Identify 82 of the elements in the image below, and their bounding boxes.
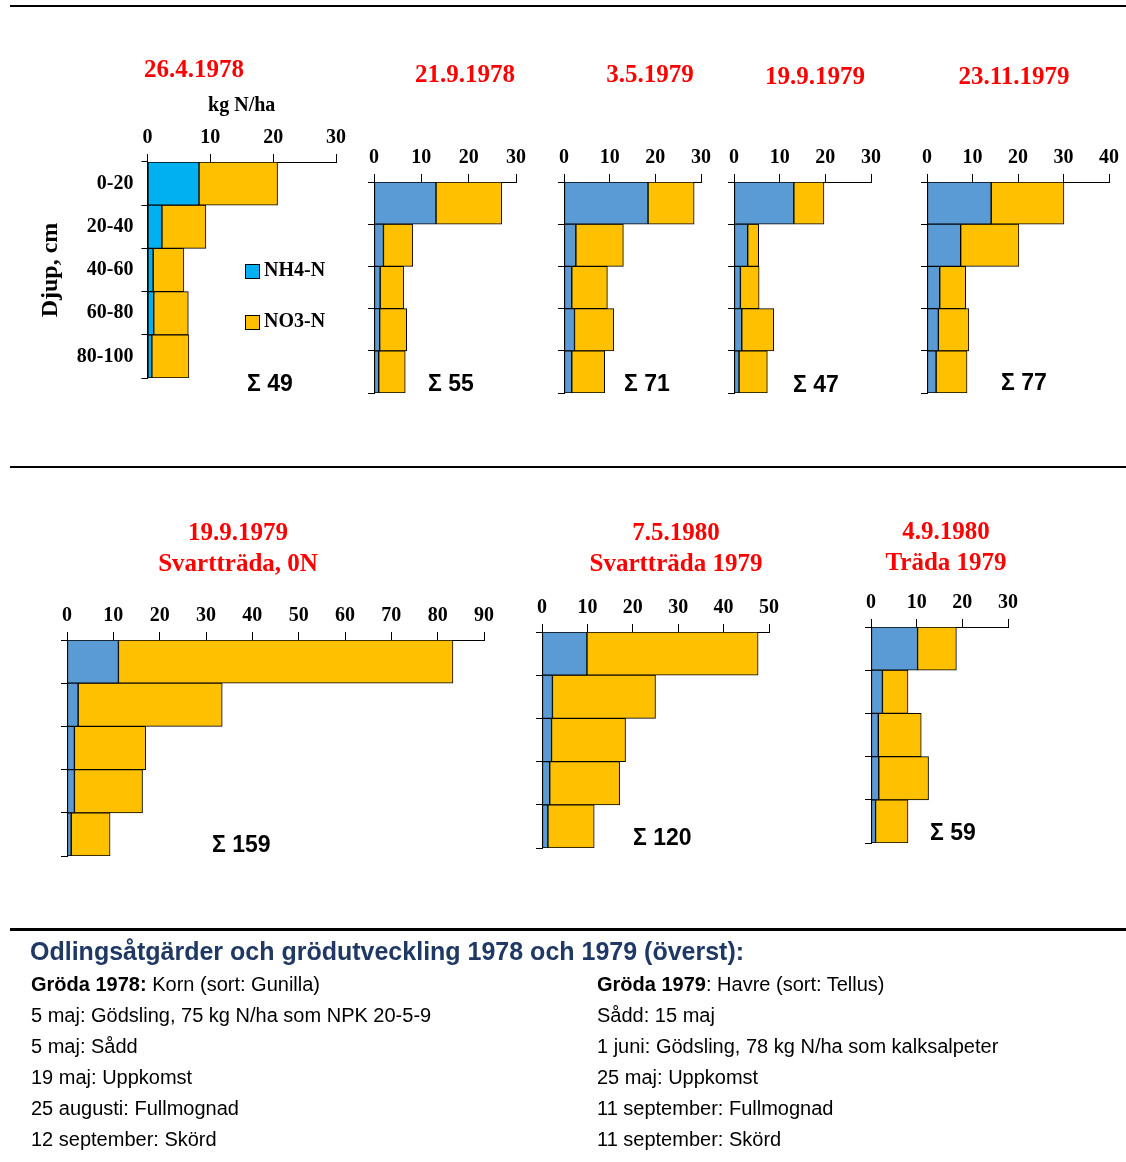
annotation: Σ 77 bbox=[1001, 369, 1047, 396]
text: 25 augusti: Fullmognad bbox=[31, 1096, 240, 1121]
annotation: Σ 71 bbox=[624, 370, 670, 397]
x-tick-label: 10 bbox=[200, 125, 221, 148]
x-tick-label: 20 bbox=[458, 145, 479, 168]
chart-title: 3.5.1979 bbox=[606, 59, 694, 89]
x-tick-label: 70 bbox=[381, 603, 402, 626]
y-tick-label: 80-100 bbox=[76, 343, 134, 366]
x-tick-label: 20 bbox=[1008, 145, 1028, 168]
x-tick-label: 0 bbox=[729, 145, 739, 168]
chart-title: 19.9.1979 bbox=[188, 518, 288, 545]
chart-title: 21.9.1978 bbox=[415, 59, 515, 89]
x-tick-label: 30 bbox=[196, 603, 216, 626]
x-tick-label: 60 bbox=[335, 603, 355, 626]
text: 19 maj: Uppkomst bbox=[31, 1065, 194, 1090]
x-tick-label: 0 bbox=[62, 603, 72, 626]
chart-title: 19.9.1979 bbox=[765, 61, 865, 91]
x-tick-label: 30 bbox=[668, 595, 689, 618]
x-tick-label: 20 bbox=[263, 125, 284, 148]
chart-title: 23.11.1979 bbox=[958, 61, 1070, 91]
text: 12 september: Skörd bbox=[31, 1127, 218, 1152]
text: 25 maj: Uppkomst bbox=[597, 1065, 760, 1090]
x-tick-label: 80 bbox=[427, 603, 448, 626]
chart-title: 26.4.1978 bbox=[144, 54, 244, 84]
x-tick-label: 0 bbox=[922, 145, 932, 168]
x-tick-label: 50 bbox=[288, 603, 309, 626]
x-tick-label: 10 bbox=[103, 603, 124, 626]
text: 5 maj: Gödsling, 75 kg N/ha som NPK 20-5-9 bbox=[31, 1003, 432, 1028]
x-tick-label: 0 bbox=[369, 145, 379, 168]
text: 1 juni: Gödsling, 78 kg N/ha som kalksalpeter bbox=[597, 1034, 999, 1059]
x-tick-label: 50 bbox=[759, 595, 779, 618]
x-tick-label: 10 bbox=[769, 145, 790, 168]
x-tick-label: 40 bbox=[242, 603, 263, 626]
y-tick-label: 40-60 bbox=[86, 257, 134, 280]
legend-label: NO3-N bbox=[263, 309, 326, 332]
text: Gröda 1978: Korn (sort: Gunilla) bbox=[31, 972, 321, 997]
x-tick-label: 0 bbox=[559, 145, 569, 168]
x-tick-label: 40 bbox=[713, 595, 734, 618]
x-tick-label: 90 bbox=[474, 603, 494, 626]
x-tick-label: 10 bbox=[411, 145, 432, 168]
text: Gröda 1979: Havre (sort: Tellus) bbox=[597, 972, 886, 997]
x-tick-label: 30 bbox=[691, 145, 711, 168]
x-tick-label: 10 bbox=[962, 145, 983, 168]
x-tick-label: 40 bbox=[1099, 145, 1119, 168]
chart-title: 4.9.1980 bbox=[902, 517, 990, 544]
x-tick-label: 30 bbox=[998, 590, 1018, 613]
text: Sådd: 15 maj bbox=[597, 1003, 716, 1028]
x-tick-label: 0 bbox=[142, 125, 153, 148]
annotation: Σ 47 bbox=[793, 371, 839, 398]
x-tick-label: 30 bbox=[506, 145, 526, 168]
x-tick-label: 0 bbox=[537, 595, 547, 618]
x-tick-label: 30 bbox=[1053, 145, 1074, 168]
x-tick-label: 0 bbox=[866, 590, 876, 613]
legend-label: NH4-N bbox=[263, 258, 326, 281]
annotation: Σ 59 bbox=[930, 819, 976, 846]
x-tick-label: 20 bbox=[622, 595, 643, 618]
x-tick-label: 30 bbox=[861, 145, 881, 168]
y-axis-title: Djup, cm bbox=[35, 222, 62, 318]
x-tick-label: 10 bbox=[906, 590, 927, 613]
x-tick-label: 10 bbox=[577, 595, 598, 618]
chart-title: 7.5.1980 bbox=[632, 518, 720, 545]
x-axis-title: kg N/ha bbox=[208, 93, 276, 117]
annotation: Σ 49 bbox=[247, 370, 293, 397]
x-tick-label: 30 bbox=[326, 125, 346, 148]
y-tick-label: 0-20 bbox=[96, 170, 134, 193]
x-tick-label: 20 bbox=[645, 145, 666, 168]
y-tick-label: 20-40 bbox=[86, 213, 134, 236]
x-tick-label: 20 bbox=[149, 603, 170, 626]
text: 11 september: Skörd bbox=[597, 1127, 783, 1152]
text: 5 maj: Sådd bbox=[31, 1034, 139, 1059]
x-tick-label: 20 bbox=[952, 590, 973, 613]
chart-subtitle: Svartträda, 0N bbox=[158, 549, 318, 576]
annotation: Σ 120 bbox=[633, 824, 692, 851]
annotation: Σ 159 bbox=[212, 831, 271, 858]
chart-subtitle: Svartträda 1979 bbox=[589, 549, 763, 576]
x-tick-label: 20 bbox=[815, 145, 836, 168]
text: 11 september: Fullmognad bbox=[597, 1096, 835, 1121]
x-tick-label: 10 bbox=[599, 145, 620, 168]
annotation: Σ 55 bbox=[428, 370, 474, 397]
chart-subtitle: Träda 1979 bbox=[885, 548, 1007, 575]
y-tick-label: 60-80 bbox=[86, 300, 134, 323]
text: Odlingsåtgärder och grödutveckling 1978 och 1979 (överst): bbox=[30, 937, 745, 966]
